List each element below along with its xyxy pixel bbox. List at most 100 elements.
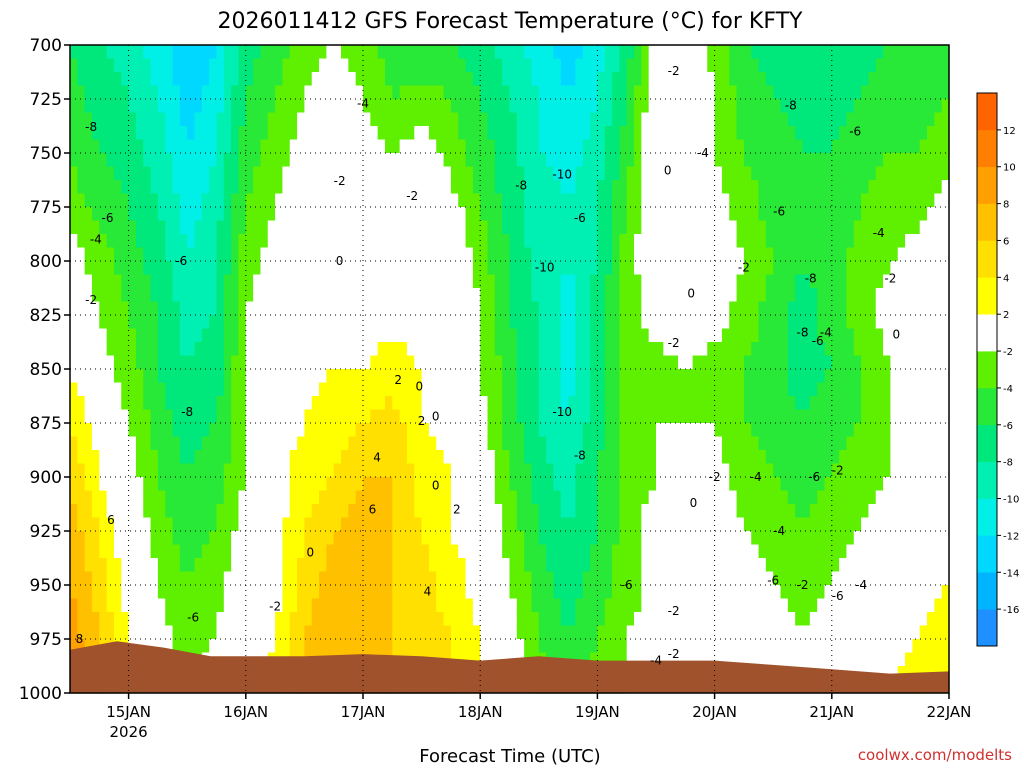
temperature-cell <box>692 193 701 208</box>
temperature-cell <box>319 207 327 222</box>
temperature-cell <box>458 45 467 60</box>
temperature-cell <box>824 558 833 573</box>
temperature-cell <box>714 328 723 343</box>
temperature-cell <box>575 220 584 235</box>
temperature-cell <box>487 544 496 559</box>
temperature-cell <box>363 558 371 573</box>
temperature-cell <box>751 585 760 600</box>
temperature-cell <box>253 612 262 627</box>
temperature-cell <box>677 112 686 127</box>
temperature-cell <box>634 369 642 384</box>
temperature-cell <box>223 585 232 600</box>
temperature-cell <box>743 193 752 208</box>
temperature-cell <box>355 274 364 289</box>
temperature-cell <box>77 490 86 505</box>
temperature-cell <box>487 504 496 519</box>
temperature-cell <box>612 396 620 411</box>
temperature-cell <box>546 126 555 141</box>
temperature-cell <box>472 450 481 465</box>
temperature-cell <box>260 531 269 546</box>
temperature-cell <box>275 382 284 397</box>
temperature-cell <box>538 112 547 127</box>
temperature-cell <box>487 382 496 397</box>
temperature-cell <box>699 112 708 127</box>
temperature-cell <box>575 544 584 559</box>
temperature-cell <box>187 166 196 181</box>
temperature-cell <box>91 261 100 276</box>
temperature-cell <box>590 234 598 249</box>
temperature-cell <box>157 234 166 249</box>
temperature-cell <box>604 531 613 546</box>
temperature-cell <box>326 490 335 505</box>
temperature-cell <box>795 504 804 519</box>
temperature-cell <box>736 112 745 127</box>
temperature-cell <box>575 585 584 600</box>
temperature-cell <box>692 112 701 127</box>
temperature-cell <box>282 517 291 532</box>
temperature-cell <box>487 85 496 100</box>
temperature-cell <box>370 166 379 181</box>
temperature-cell <box>282 193 291 208</box>
temperature-cell <box>172 612 181 627</box>
temperature-cell <box>765 180 774 195</box>
temperature-cell <box>472 234 481 249</box>
temperature-cell <box>179 585 188 600</box>
temperature-cell <box>575 639 584 654</box>
temperature-cell <box>209 261 218 276</box>
temperature-cell <box>531 625 540 640</box>
temperature-cell <box>604 355 613 370</box>
temperature-cell <box>172 463 181 478</box>
temperature-cell <box>209 99 218 114</box>
temperature-cell <box>648 301 657 316</box>
temperature-cell <box>297 409 305 424</box>
temperature-cell <box>363 585 371 600</box>
temperature-cell <box>348 639 357 654</box>
temperature-cell <box>663 85 672 100</box>
temperature-cell <box>641 234 650 249</box>
temperature-cell <box>699 220 708 235</box>
temperature-cell <box>399 180 408 195</box>
temperature-cell <box>729 193 738 208</box>
temperature-cell <box>77 247 86 262</box>
temperature-cell <box>143 598 152 613</box>
temperature-cell <box>187 247 196 262</box>
temperature-cell <box>99 301 108 316</box>
temperature-cell <box>260 153 269 168</box>
temperature-cell <box>245 612 254 627</box>
temperature-cell <box>326 72 335 87</box>
temperature-cell <box>677 315 686 330</box>
temperature-cell <box>707 112 716 127</box>
temperature-cell <box>795 99 804 114</box>
temperature-cell <box>421 126 430 141</box>
temperature-cell <box>421 234 430 249</box>
temperature-cell <box>311 315 320 330</box>
temperature-cell <box>824 234 833 249</box>
temperature-cell <box>714 436 723 451</box>
temperature-cell <box>663 369 672 384</box>
temperature-cell <box>758 153 767 168</box>
temperature-cell <box>231 112 240 127</box>
temperature-cell <box>458 342 467 357</box>
temperature-cell <box>692 396 701 411</box>
temperature-cell <box>707 369 716 384</box>
temperature-cell <box>304 247 313 262</box>
temperature-cell <box>99 477 108 492</box>
temperature-cell <box>384 409 393 424</box>
temperature-cell <box>172 558 181 573</box>
temperature-cell <box>143 463 152 478</box>
temperature-cell <box>773 112 782 127</box>
temperature-cell <box>641 288 650 303</box>
temperature-cell <box>450 639 459 654</box>
temperature-cell <box>809 126 818 141</box>
temperature-cell <box>509 436 518 451</box>
temperature-cell <box>824 517 833 532</box>
temperature-cell <box>355 45 364 60</box>
temperature-cell <box>70 234 78 249</box>
temperature-cell <box>311 396 320 411</box>
temperature-cell <box>472 558 481 573</box>
temperature-cell <box>787 274 796 289</box>
temperature-cell <box>743 247 752 262</box>
temperature-cell <box>428 85 437 100</box>
temperature-cell <box>267 315 276 330</box>
temperature-cell <box>363 342 371 357</box>
